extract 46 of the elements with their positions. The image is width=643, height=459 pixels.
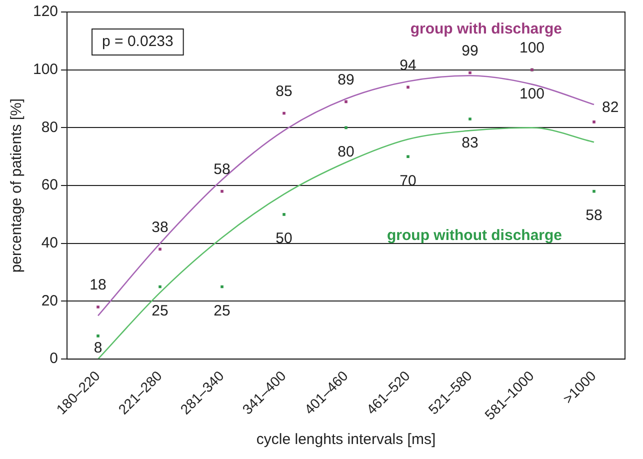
y-tick-label: 40 xyxy=(41,234,58,252)
data-label: 100 xyxy=(519,85,545,102)
data-label: 50 xyxy=(276,230,292,248)
point xyxy=(220,190,224,193)
point xyxy=(468,118,472,120)
data-label: 85 xyxy=(276,82,292,100)
point xyxy=(282,213,286,216)
data-label: 94 xyxy=(400,56,416,74)
point xyxy=(158,285,162,288)
text: group with discharge xyxy=(410,20,562,38)
point xyxy=(468,71,472,74)
data-label: 83 xyxy=(462,134,478,152)
data-label: 58 xyxy=(214,160,230,178)
y-tick-label: 20 xyxy=(41,292,58,310)
y-tick-label: 0 xyxy=(50,350,58,368)
data-label: 70 xyxy=(400,172,416,190)
data-label: 38 xyxy=(152,218,168,236)
text: group without discharge xyxy=(387,227,562,244)
data-label: 8 xyxy=(94,340,102,357)
data-label: 58 xyxy=(586,206,602,224)
data-label: 25 xyxy=(214,302,230,320)
point xyxy=(158,248,162,251)
y-tick-label: 100 xyxy=(32,60,58,78)
point xyxy=(344,126,348,130)
point xyxy=(344,100,348,104)
y-axis-title: percentage of patients [%] xyxy=(8,98,26,273)
point xyxy=(220,285,224,288)
data-label: 100 xyxy=(519,39,545,56)
data-label: 80 xyxy=(338,143,354,160)
data-label: 18 xyxy=(90,276,106,294)
y-tick-label: 80 xyxy=(41,118,58,136)
data-label: 25 xyxy=(152,302,168,320)
annotation: p = 0.0233 xyxy=(102,33,174,50)
y-tick-label: 60 xyxy=(41,176,58,194)
point xyxy=(96,306,100,308)
point xyxy=(592,190,596,193)
point xyxy=(96,334,100,338)
x-axis-title: cycle lenghts intervals [ms] xyxy=(256,431,436,448)
point xyxy=(282,112,286,115)
data-label: 89 xyxy=(338,71,354,88)
data-label: 82 xyxy=(602,99,619,116)
point xyxy=(406,155,410,158)
point xyxy=(406,86,410,89)
y-tick-label: 120 xyxy=(32,3,58,20)
point xyxy=(592,120,596,124)
data-label: 99 xyxy=(462,42,478,60)
